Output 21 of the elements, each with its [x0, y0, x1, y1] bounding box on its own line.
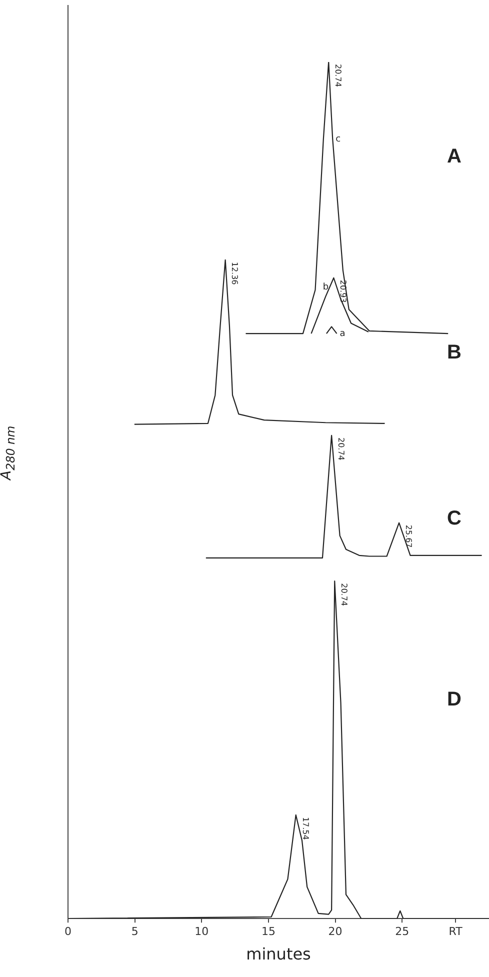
- annotation: C: [447, 508, 462, 530]
- x-axis-title: minutes: [246, 944, 311, 964]
- annotation: 12.36: [230, 262, 240, 285]
- annotation: 20.74: [334, 64, 343, 87]
- x-tick-label: 5: [131, 925, 138, 938]
- annotation: A: [447, 146, 462, 168]
- x-tick-label: 20: [328, 925, 342, 938]
- annotation: 17.54: [300, 816, 310, 840]
- x-tick-label: RT: [448, 925, 463, 938]
- annotation: D: [447, 688, 462, 711]
- x-tick-label: 15: [261, 925, 276, 938]
- series-label: b: [322, 282, 329, 293]
- x-tick-label: 0: [64, 925, 72, 938]
- annotation: B: [447, 342, 462, 364]
- series-label: c: [336, 134, 341, 144]
- x-tick-label: 10: [194, 925, 209, 938]
- annotation: 20.74: [340, 583, 349, 606]
- annotation: 25.67: [404, 524, 413, 548]
- annotation: 20.74: [336, 437, 346, 460]
- series-label: a: [340, 328, 346, 339]
- x-tick-label: 25: [395, 925, 410, 938]
